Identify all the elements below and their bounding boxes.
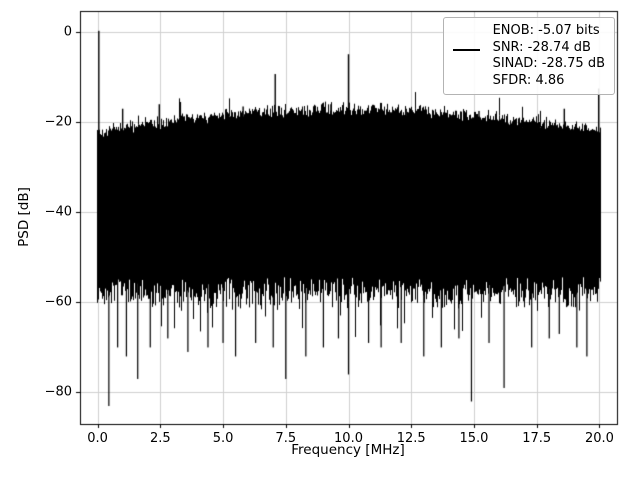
x-tick-label: 17.5	[522, 431, 552, 446]
legend-sinad: SINAD: -28.75 dB	[492, 56, 605, 71]
x-tick-label: 7.5	[275, 431, 297, 446]
legend-box: ENOB: -5.07 bits SNR: -28.74 dB SINAD: -…	[442, 17, 615, 95]
x-tick-label: 2.5	[149, 431, 171, 446]
y-tick-label: −60	[44, 294, 72, 310]
x-tick-label: 20.0	[584, 431, 614, 446]
x-tick-label: 10.0	[334, 431, 363, 446]
y-tick-label: −80	[44, 384, 72, 400]
x-tick-label: 15.0	[459, 431, 489, 446]
x-tick-label: 0.0	[87, 431, 108, 446]
legend-entries: ENOB: -5.07 bits SNR: -28.74 dB SINAD: -…	[493, 23, 605, 89]
y-axis-label: PSD [dB]	[16, 187, 32, 247]
y-tick-label: 0	[63, 24, 72, 40]
legend-enob: ENOB: -5.07 bits	[492, 23, 600, 38]
y-tick-label: −20	[44, 114, 72, 130]
legend-line-sample	[452, 49, 480, 51]
y-tick-label: −40	[44, 204, 72, 220]
legend-snr: SNR: -28.74 dB	[492, 39, 591, 55]
x-tick-label: 12.5	[396, 431, 426, 446]
x-tick-label: 5.0	[212, 431, 234, 446]
x-axis-label: Frequency [MHz]	[291, 442, 405, 458]
legend-sfdr: SFDR: 4.86	[492, 72, 565, 88]
